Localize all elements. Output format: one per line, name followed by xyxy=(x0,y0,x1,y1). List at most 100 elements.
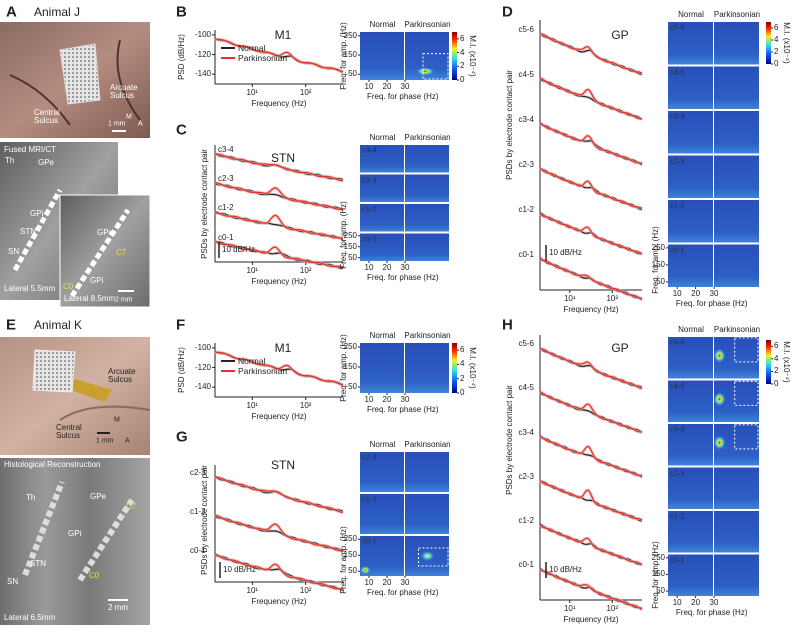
psd-trace xyxy=(214,153,344,182)
colorbar-label: M.I. (x10⁻⁴) xyxy=(468,347,477,389)
comodulogram-cell xyxy=(714,22,759,65)
colorbar-tick-label: 2 xyxy=(774,366,779,376)
x-tick-label: 30 xyxy=(709,598,719,607)
sulcus xyxy=(9,74,71,126)
row-label: c5-6 xyxy=(518,339,534,349)
comodulogram-cell xyxy=(714,467,759,509)
row-label: c1-2 xyxy=(670,511,685,521)
column-header: Normal xyxy=(678,10,704,19)
row-label: c0-1 xyxy=(362,536,377,546)
x-axis-label: Freq. for phase (Hz) xyxy=(366,273,439,282)
coupling-spot xyxy=(420,551,435,561)
legend-label: Normal xyxy=(238,355,266,366)
row-label: c4-5 xyxy=(518,69,534,79)
sulcus xyxy=(59,405,151,421)
lead xyxy=(69,208,131,298)
electrode-array xyxy=(32,349,76,393)
psd-trace xyxy=(214,38,344,73)
column-header: Parkinsonian xyxy=(404,331,451,340)
label: 1 mm xyxy=(96,437,114,445)
label: Animal K xyxy=(34,318,83,332)
y-axis-label: Freq. for amp. (Hz) xyxy=(339,334,348,402)
comodulogram-cell xyxy=(360,452,404,492)
y-tick-label: 150 xyxy=(343,241,357,251)
column-header: Parkinsonian xyxy=(404,440,451,449)
psd-trace xyxy=(214,240,344,268)
comodulogram-cell xyxy=(668,111,713,154)
coupling-spot xyxy=(360,566,371,574)
y-tick-label: 50 xyxy=(348,382,357,391)
lead xyxy=(12,188,63,272)
label: M1 xyxy=(274,28,292,42)
y-tick-label: 250 xyxy=(343,30,357,40)
scale-bar-label: 10 dB/Hz xyxy=(223,565,256,574)
psd-trace xyxy=(539,213,643,255)
row-label: c1-2 xyxy=(362,494,377,504)
column-header: Parkinsonian xyxy=(404,20,451,29)
mri-inset xyxy=(59,194,151,308)
column-header: Normal xyxy=(369,20,396,29)
y-axis-label: Freq. for amp. (Hz) xyxy=(651,541,660,609)
y-tick-label: -120 xyxy=(194,49,211,59)
label: GPe xyxy=(38,158,55,167)
x-axis-label: Freq. for phase (Hz) xyxy=(675,608,748,617)
comodulogram-cell xyxy=(360,204,404,232)
comodulogram-cell xyxy=(668,337,713,379)
column-header: Parkinsonian xyxy=(713,325,761,334)
label: D xyxy=(502,3,513,21)
row-label: c3-4 xyxy=(218,144,234,154)
row-label: c1-2 xyxy=(518,515,534,525)
y-tick-label: 150 xyxy=(343,362,357,371)
y-tick-label: 50 xyxy=(348,252,357,262)
psd-trace xyxy=(539,435,643,477)
row-label: c0-1 xyxy=(218,232,234,242)
x-axis-label: Frequency (Hz) xyxy=(563,615,619,624)
comodulogram-cell xyxy=(405,204,449,232)
colorbar xyxy=(452,343,457,393)
label: 2 mm xyxy=(108,603,128,612)
label: Arcuate Sulcus xyxy=(110,83,138,100)
x-axis-label: Frequency (Hz) xyxy=(251,597,307,606)
label: C7 xyxy=(126,502,137,511)
psd-trace xyxy=(539,480,643,521)
label: G xyxy=(176,428,188,446)
row-label: c0-1 xyxy=(362,233,377,243)
label: Fused MRI/CT xyxy=(4,145,57,154)
comodulogram-cell xyxy=(405,233,449,261)
label: GPe xyxy=(90,492,107,501)
x-tick-label: 30 xyxy=(400,395,410,404)
x-tick-label: 10¹ xyxy=(246,88,259,97)
row-label: c4-5 xyxy=(670,66,685,76)
comodulogram-cell xyxy=(360,343,404,393)
x-tick-label: 10² xyxy=(299,88,312,97)
y-tick-label: 250 xyxy=(343,342,357,351)
colorbar-tick-label: 6 xyxy=(460,345,465,355)
row-label: c1-2 xyxy=(518,204,534,214)
y-tick-label: -100 xyxy=(194,342,211,352)
comodulogram-cell xyxy=(668,424,713,466)
comodulogram-cell xyxy=(668,155,713,198)
colorbar xyxy=(452,32,457,80)
roi-box xyxy=(422,53,449,80)
y-axis-label: PSD (dB/Hz) xyxy=(177,34,186,80)
coupling-spot xyxy=(416,67,435,76)
label: C0 xyxy=(89,571,100,580)
x-tick-label: 10 xyxy=(364,263,374,272)
scale-bar-label: 10 dB/Hz xyxy=(549,248,582,257)
x-tick-label: 20 xyxy=(382,82,392,91)
x-tick-label: 10 xyxy=(672,598,682,607)
x-tick-label: 10² xyxy=(606,294,619,303)
lateral: Lateral 8.5mm xyxy=(64,294,116,303)
y-tick-label: 50 xyxy=(348,69,357,79)
comodulogram-cell xyxy=(714,111,759,154)
y-axis-label: Freq. for amp. (Hz) xyxy=(651,226,660,294)
label: 1 mm xyxy=(108,120,126,128)
label: Central Sulcus xyxy=(56,423,82,440)
label: STN xyxy=(271,458,295,472)
column-header: Parkinsonian xyxy=(713,10,761,19)
y-tick-label: 250 xyxy=(343,534,357,544)
label: GPi xyxy=(68,529,82,538)
y-axis-label: Freq. for amp. (Hz) xyxy=(339,526,348,594)
x-tick-label: 10¹ xyxy=(246,266,259,275)
